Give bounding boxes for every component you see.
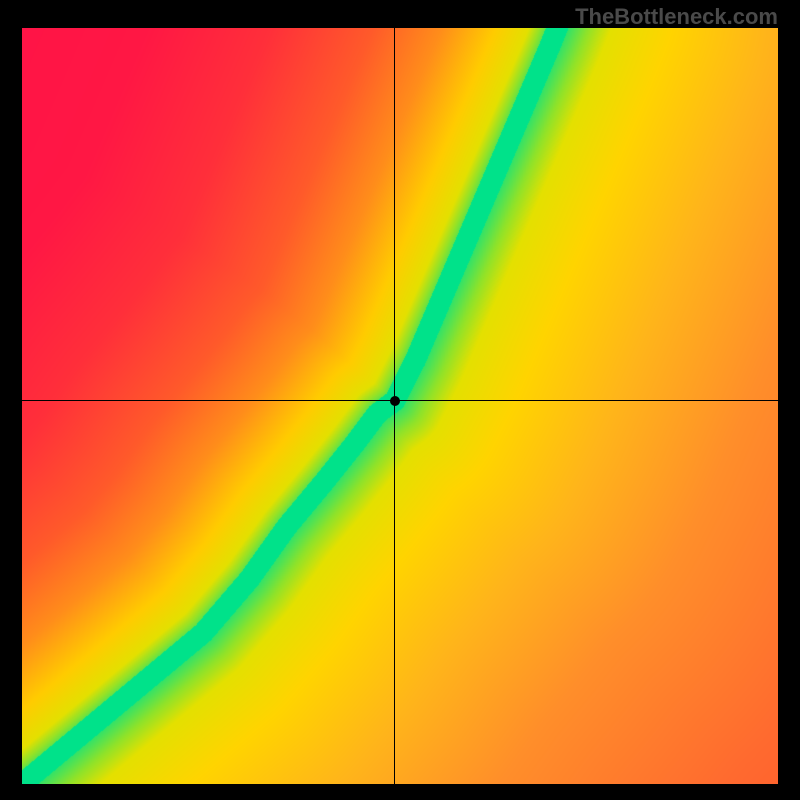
crosshair-horizontal [22,400,778,401]
marker-point [390,396,400,406]
plot-area [22,28,778,784]
heatmap-canvas [22,28,778,784]
crosshair-vertical [394,28,395,784]
watermark-text: TheBottleneck.com [575,4,778,30]
